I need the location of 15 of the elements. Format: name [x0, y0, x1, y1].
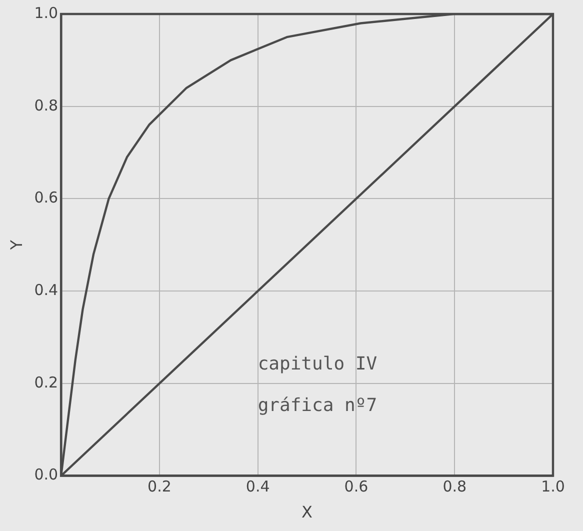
y-tick-label: 0.4: [34, 280, 58, 299]
x-tick-label: 0.2: [148, 478, 172, 496]
y-tick-label: 1.0: [34, 4, 58, 22]
x-tick-label: 1.0: [541, 478, 565, 496]
x-tick-label: 0.8: [442, 478, 467, 496]
annotation: gráfica nº7: [258, 395, 378, 416]
y-tick-label: 0.2: [34, 373, 58, 392]
x-axis-title: X: [302, 502, 313, 522]
annotation: capitulo IV: [258, 354, 378, 375]
y-axis-title: Y: [6, 240, 26, 251]
y-tick-label: 0.0: [34, 466, 58, 484]
x-tick-label: 0.4: [246, 478, 270, 496]
y-tick-label: 0.6: [34, 188, 58, 207]
x-tick-label: 0.6: [344, 478, 368, 496]
y-tick-label: 0.8: [34, 96, 58, 114]
